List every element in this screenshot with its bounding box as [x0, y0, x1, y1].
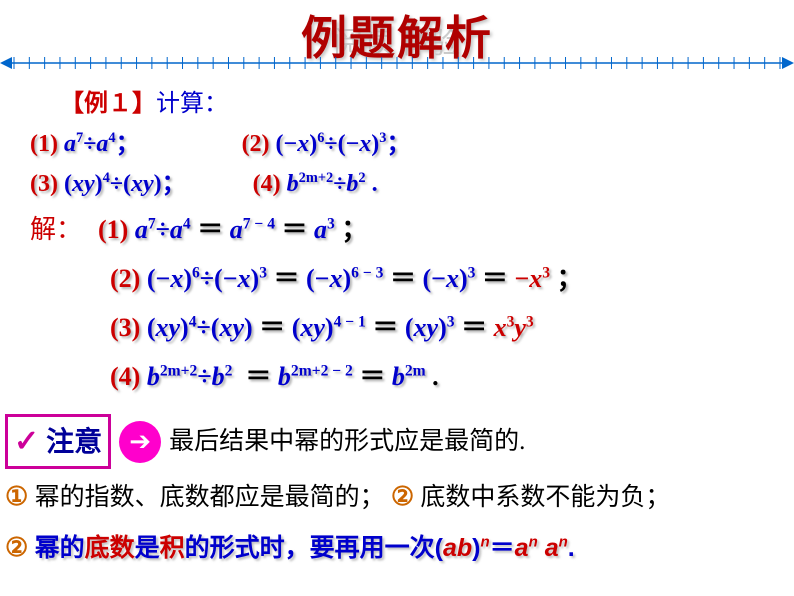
solution-1: 解： (1) a7÷a4 ＝ a7 − 4 ＝ a3 ； — [30, 210, 764, 249]
note-line: ✓ 注意 最后结果中幂的形式应是最简的. — [5, 414, 764, 469]
arrow-icon — [119, 421, 161, 463]
s3-rhs2: x3y3 — [494, 313, 534, 342]
s2-rhs2: −x3 — [514, 264, 550, 293]
note-text: 最后结果中幂的形式应是最简的. — [169, 423, 525, 461]
bullet-1-text: 幂的指数、底数都应是最简的； — [35, 484, 385, 511]
bullet-3-num: ② — [5, 533, 28, 562]
note-label: 注意 — [46, 427, 102, 458]
problem-4-expr: b2m+2÷b2 . — [287, 171, 378, 197]
problem-4-num: (4) — [253, 171, 281, 197]
s3-rhs1: (xy)3 — [405, 313, 455, 342]
solution-4: (4) b2m+2÷b2 ＝ b2m+2 − 2 ＝ b2m . — [110, 357, 764, 396]
problem-1-num: (1) — [30, 131, 58, 157]
example-prompt: 【例１】计算： — [30, 86, 764, 122]
title-area: 阅读 体验 例题解析 — [0, 0, 794, 60]
bullet-2-text: 底数中系数不能为负； — [420, 484, 670, 511]
s1-mid: a7 − 4 — [230, 215, 275, 244]
b3-em2: 积 — [160, 534, 185, 562]
s2-tail: ； — [557, 264, 583, 293]
s4-lhs: b2m+2÷b2 — [147, 362, 233, 391]
s1-lhs: a7÷a4 — [135, 215, 191, 244]
s4-mid: b2m+2 − 2 — [278, 362, 353, 391]
zigzag-icon: ✓ — [14, 425, 39, 458]
s3-mid: (xy)4 − 1 — [292, 313, 366, 342]
s4-rhs: b2m — [392, 362, 426, 391]
s3-lhs: (xy)4÷(xy) — [147, 313, 253, 342]
s1-tail: ； — [341, 215, 367, 244]
s1-rhs: a3 — [314, 215, 335, 244]
s2-mid: (−x)6 − 3 — [306, 264, 383, 293]
problems-row-2: (3) (xy)4÷(xy)； (4) b2m+2÷b2 . — [30, 166, 764, 202]
solve-label: 解： — [30, 215, 82, 244]
b3-mid: 是 — [135, 534, 160, 562]
problems-row-1: (1) a7÷a4； (2) (−x)6÷(−x)3； — [30, 126, 764, 162]
bullet-2-num: ② — [391, 482, 414, 511]
s2-lhs: (−x)6÷(−x)3 — [147, 264, 267, 293]
bullet-1-num: ① — [5, 482, 28, 511]
s3-num: (3) — [110, 313, 140, 342]
s1-num: (1) — [98, 215, 128, 244]
s4-num: (4) — [110, 362, 140, 391]
example-label: 【例１】 — [60, 91, 156, 117]
problem-1-expr: a7÷a4； — [64, 131, 140, 157]
b3-formula: (ab)n＝an an. — [435, 534, 575, 562]
example-text: 计算： — [156, 91, 228, 117]
s2-num: (2) — [110, 264, 140, 293]
ruler-divider — [0, 53, 794, 73]
b3-post: 的形式时，要再用一次 — [185, 534, 435, 562]
solution-2: (2) (−x)6÷(−x)3 ＝ (−x)6 − 3 ＝ (−x)3 ＝ −x… — [110, 259, 764, 298]
s2-rhs1: (−x)3 — [422, 264, 475, 293]
problem-3-num: (3) — [30, 171, 58, 197]
problem-2-num: (2) — [242, 131, 270, 157]
problem-2-expr: (−x)6÷(−x)3； — [276, 131, 411, 157]
content-area: 【例１】计算： (1) a7÷a4； (2) (−x)6÷(−x)3； (3) … — [0, 78, 794, 570]
bullet-row-2: ② 幂的底数是积的形式时，要再用一次(ab)n＝an an. — [5, 526, 764, 571]
problem-3-expr: (xy)4÷(xy)； — [64, 171, 186, 197]
b3-em1: 底数 — [85, 534, 135, 562]
b3-pre: 幂的 — [35, 534, 85, 562]
bullet-row-1: ① 幂的指数、底数都应是最简的； ② 底数中系数不能为负； — [5, 475, 764, 520]
note-box: ✓ 注意 — [5, 414, 111, 469]
solution-3: (3) (xy)4÷(xy) ＝ (xy)4 − 1 ＝ (xy)3 ＝ x3y… — [110, 308, 764, 347]
s4-tail: . — [432, 362, 439, 391]
